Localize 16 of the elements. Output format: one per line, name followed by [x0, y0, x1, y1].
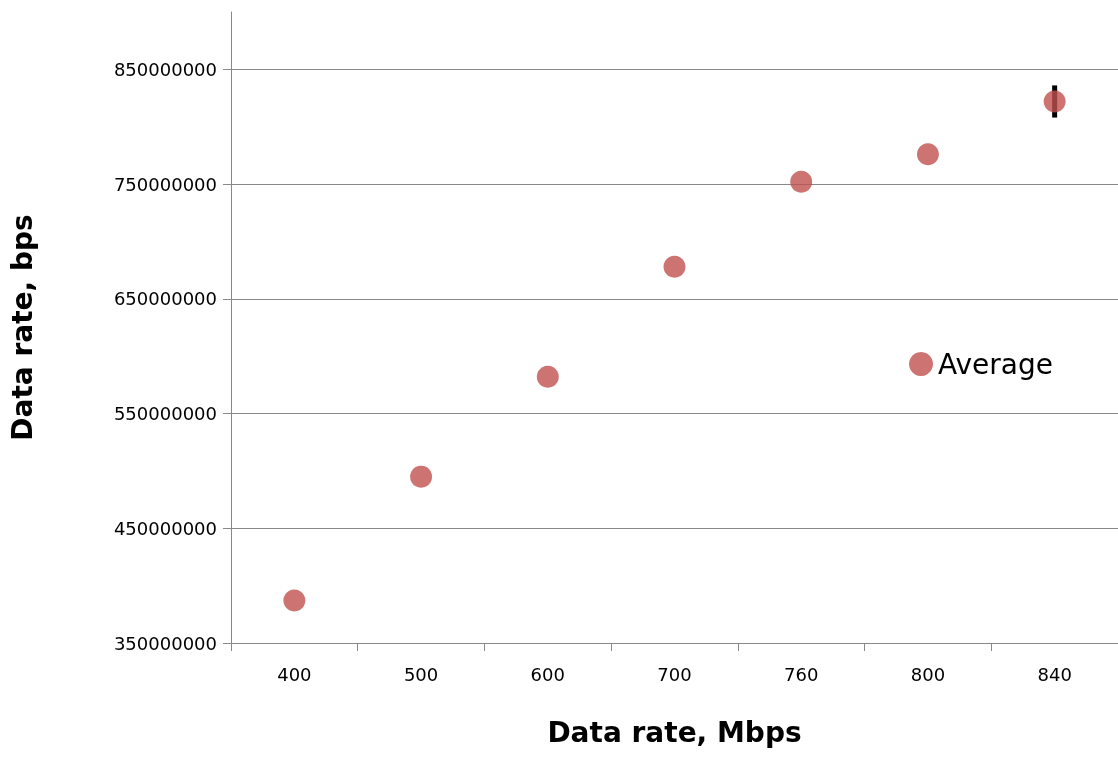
- legend-label: Average: [938, 347, 1053, 381]
- y-tick-label: 850000000: [113, 58, 217, 80]
- x-tick-label: 700: [657, 663, 692, 685]
- y-tick-label: 450000000: [113, 517, 217, 539]
- y-tick-label: 750000000: [113, 173, 217, 195]
- y-tick-label: 350000000: [113, 632, 217, 654]
- x-tick-label: 600: [530, 663, 565, 685]
- y-tick-label: 650000000: [113, 288, 217, 310]
- x-axis-title: Data rate, Mbps: [547, 715, 802, 749]
- y-tick-label: 550000000: [113, 403, 217, 425]
- x-tick-label: 400: [277, 663, 312, 685]
- x-tick-label: 760: [784, 663, 819, 685]
- y-axis-title: Data rate, bps: [5, 214, 39, 441]
- x-tick-label: 800: [910, 663, 946, 685]
- x-tick-label: 500: [403, 663, 439, 685]
- x-tick-label: 840: [1037, 663, 1072, 685]
